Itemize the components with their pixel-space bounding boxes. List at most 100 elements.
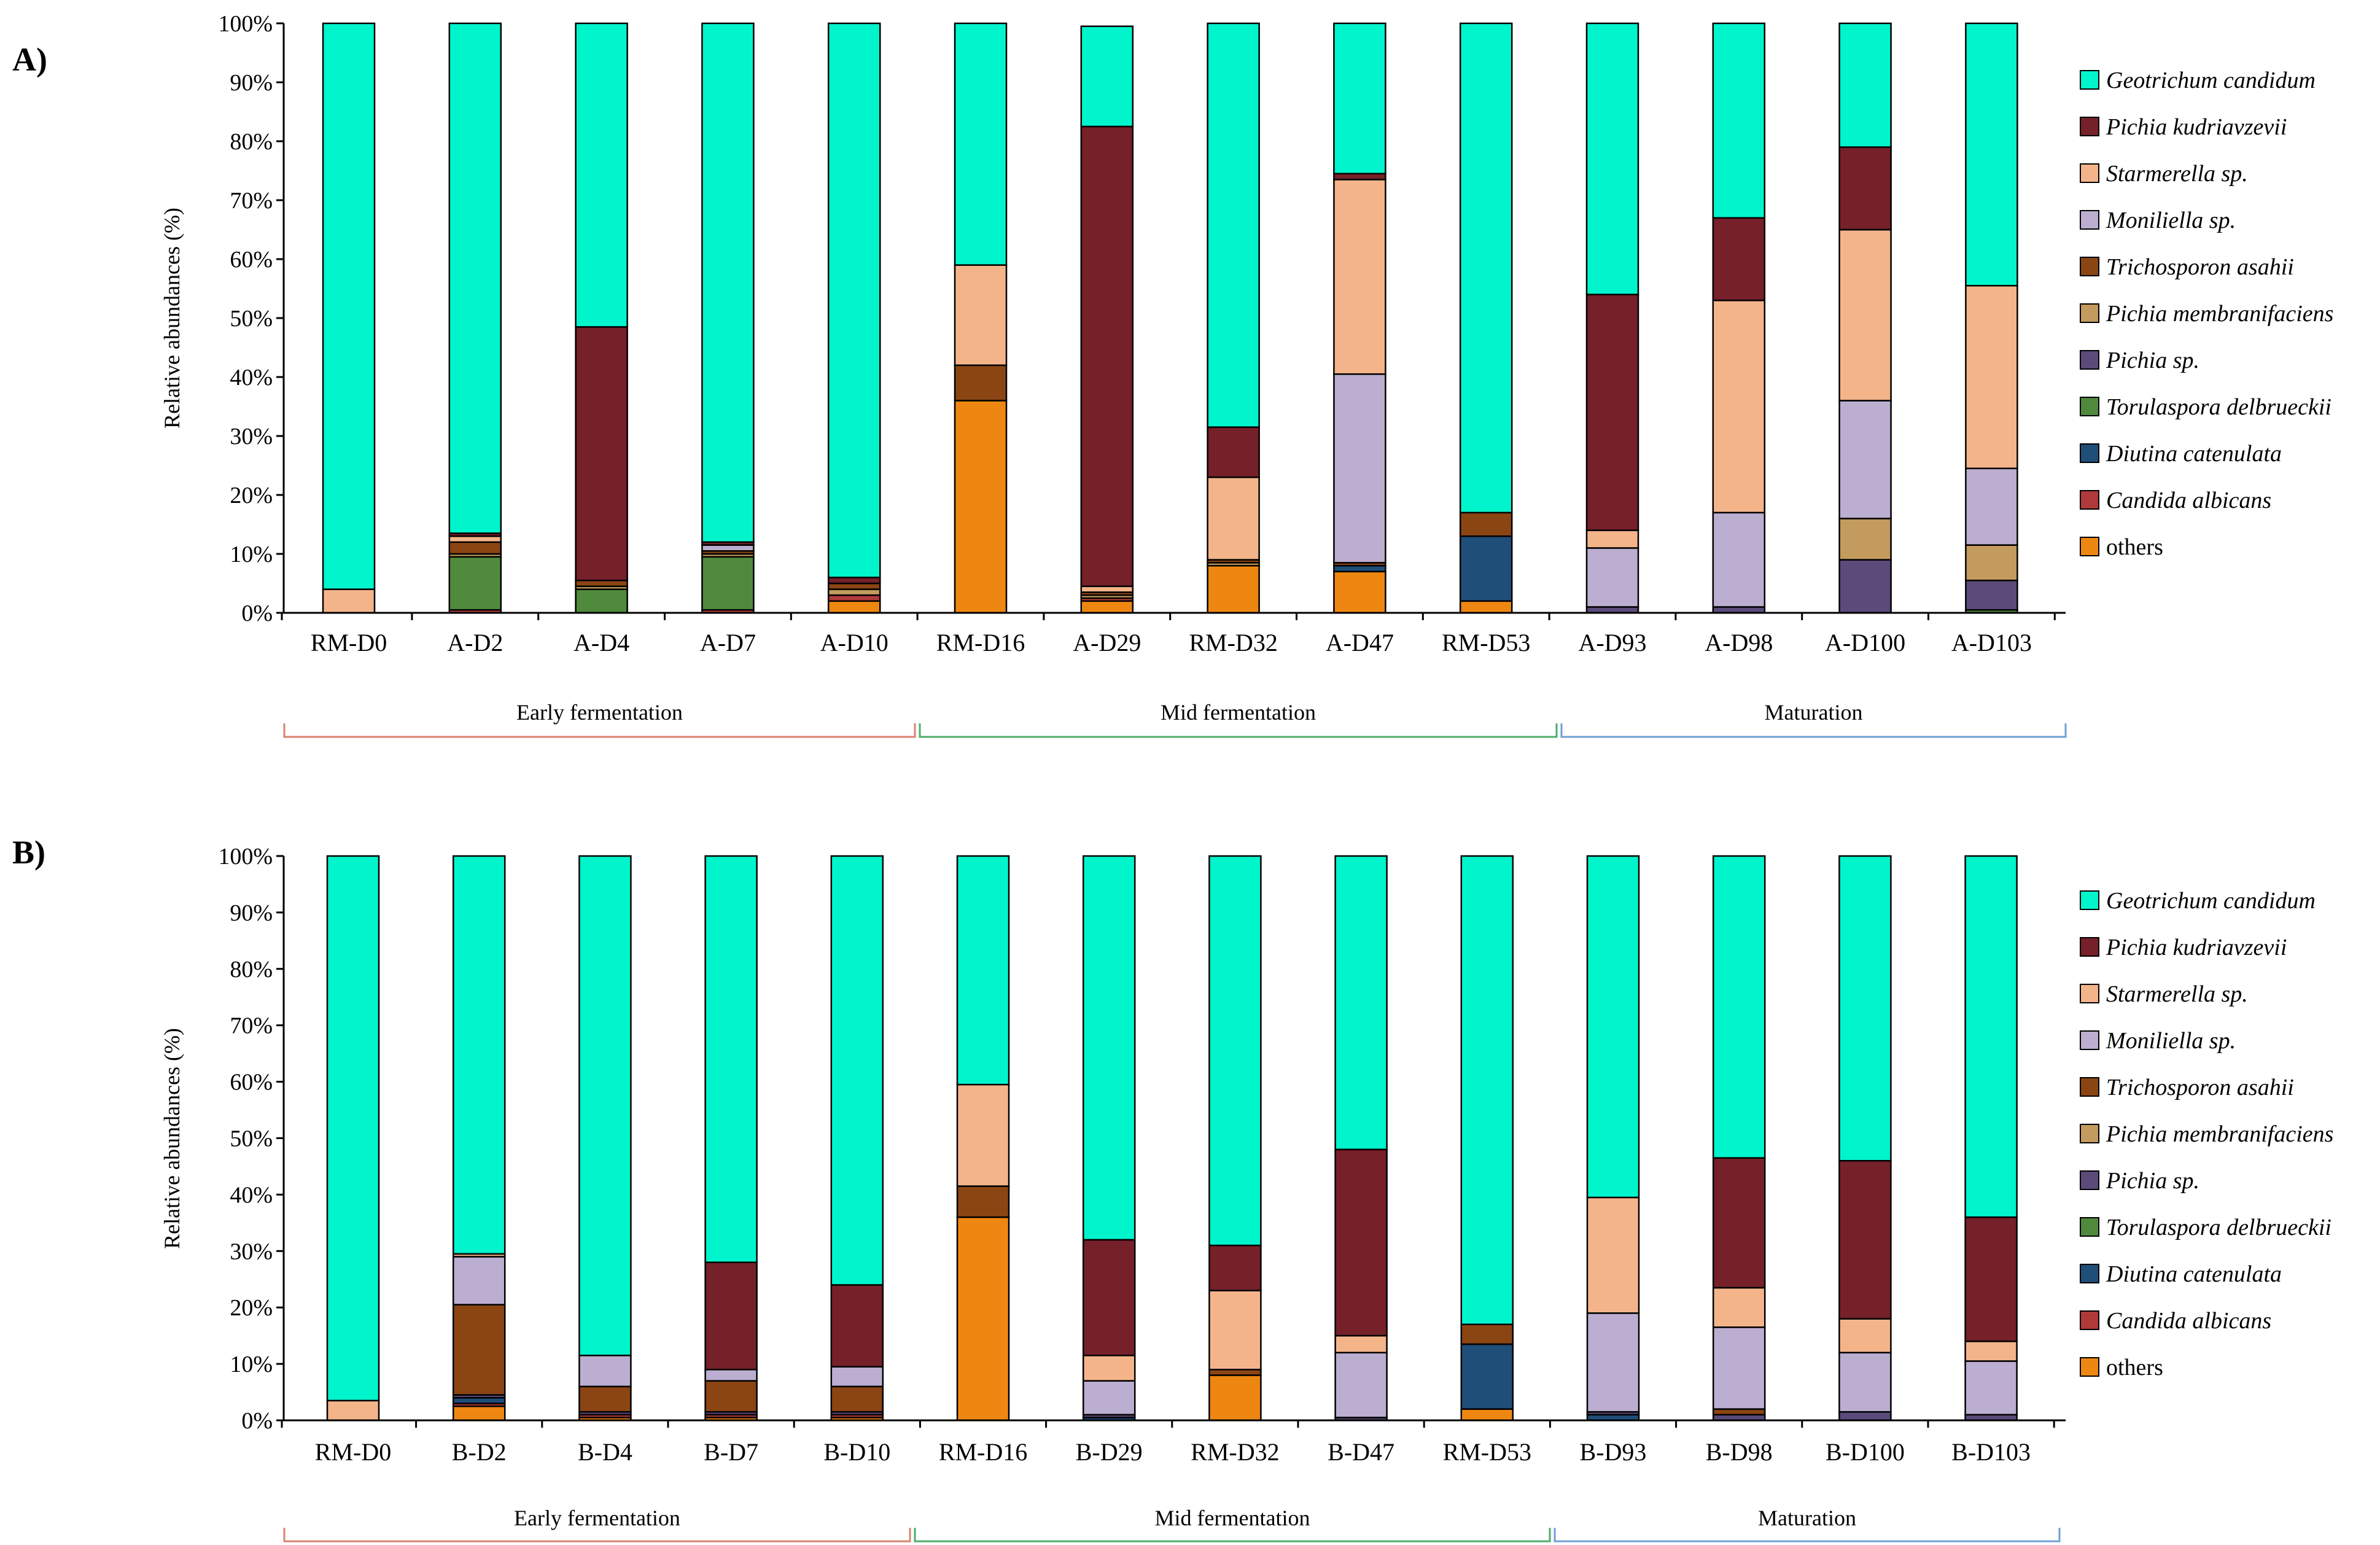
legend-label: Trichosporon asahii — [2106, 1075, 2294, 1100]
bar-segment-pichia-kudriavzevii — [830, 1284, 884, 1368]
bar-segment-pichia-kudriavzevii — [575, 326, 628, 582]
bar-segment-geotrichum-candidum — [701, 22, 755, 543]
bar-segment-geotrichum-candidum — [1460, 855, 1514, 1326]
legend-swatch — [2080, 1030, 2099, 1050]
bar-segment-geotrichum-candidum — [326, 855, 380, 1402]
x-tick-label: B-D10 — [823, 1438, 890, 1466]
bar-segment-trichosporon-asahii — [830, 1385, 884, 1413]
bar-segment-others — [1333, 570, 1386, 614]
bar-segment-moniliella-sp- — [1586, 1312, 1640, 1413]
legend-label: others — [2106, 1355, 2163, 1380]
bar-segment-others — [827, 600, 881, 614]
bar-segment-torulaspora-delbrueckii — [575, 588, 628, 614]
y-tick-label: 70% — [230, 1013, 273, 1039]
phase-label: Mid fermentation — [1155, 1506, 1310, 1530]
legend-label: Candida albicans — [2106, 1308, 2271, 1334]
legend-swatch — [2080, 1170, 2099, 1190]
legend-label: Pichia membranifaciens — [2106, 1121, 2333, 1147]
bar-segment-others — [956, 1216, 1010, 1422]
bar-segment-starmerella-sp- — [1838, 1318, 1892, 1353]
x-tick-label: A-D93 — [1578, 629, 1646, 656]
legend-label: Torulaspora delbrueckii — [2106, 394, 2331, 420]
bar-segment-geotrichum-candidum — [954, 22, 1008, 266]
legend-label: Moniliella sp. — [2106, 1028, 2236, 1054]
x-tick-label: RM-D32 — [1191, 1438, 1279, 1466]
legend-swatch — [2080, 1124, 2099, 1143]
phase-label: Early fermentation — [514, 1506, 680, 1530]
y-tick-label: 30% — [230, 424, 273, 449]
y-tick-label: 0% — [241, 1408, 273, 1434]
bar-segment-geotrichum-candidum — [1838, 855, 1892, 1162]
bar-segment-moniliella-sp- — [830, 1366, 884, 1388]
bar-segment-geotrichum-candidum — [1965, 22, 2018, 287]
bar-segment-moniliella-sp- — [701, 544, 755, 552]
bar-segment-starmerella-sp- — [956, 1083, 1010, 1187]
bar-segment-geotrichum-candidum — [704, 855, 758, 1263]
bar-segment-pichia-kudriavzevii — [704, 1261, 758, 1371]
bar-segment-moniliella-sp- — [1964, 1360, 2018, 1416]
bar-segment-starmerella-sp- — [1207, 476, 1260, 561]
legend-label: Geotrichum candidum — [2106, 68, 2316, 93]
bar-segment-moniliella-sp- — [1838, 1352, 1892, 1413]
legend-swatch — [2080, 937, 2099, 957]
bar-segment-geotrichum-candidum — [1333, 22, 1386, 175]
legend-label: Pichia sp. — [2106, 1168, 2199, 1194]
legend-label: Pichia kudriavzevii — [2106, 114, 2287, 140]
x-tick-label: RM-D0 — [315, 1438, 391, 1466]
bar-segment-moniliella-sp- — [1333, 373, 1386, 564]
bar-segment-others — [1080, 600, 1134, 614]
phase-bracket — [914, 1528, 1551, 1543]
bar-segment-pichia-sp- — [1965, 579, 2018, 611]
bar-segment-pichia-membranifaciens — [827, 588, 881, 596]
bar-segment-geotrichum-candidum — [1459, 22, 1513, 514]
bar-segment-trichosporon-asahii — [578, 1385, 632, 1413]
y-tick-label: 50% — [230, 306, 273, 332]
bar-segment-starmerella-sp- — [322, 588, 376, 614]
bar-segment-starmerella-sp- — [1965, 284, 2018, 470]
bar-segment-moniliella-sp- — [1712, 512, 1766, 608]
bar-segment-trichosporon-asahii — [452, 1304, 506, 1396]
x-tick-label: A-D29 — [1073, 629, 1141, 656]
bar-segment-pichia-membranifaciens — [1838, 518, 1892, 561]
x-tick-label: B-D4 — [578, 1438, 632, 1466]
bar-segment-pichia-sp- — [1838, 559, 1892, 614]
bar-segment-torulaspora-delbrueckii — [701, 556, 755, 611]
bar-segment-trichosporon-asahii — [1712, 1408, 1766, 1416]
bar-segment-geotrichum-candidum — [1712, 855, 1766, 1159]
bar-segment-moniliella-sp- — [1712, 1326, 1766, 1410]
legend-swatch — [2080, 1077, 2099, 1097]
bar-segment-diutina-catenulata — [1333, 564, 1386, 573]
bar-segment-moniliella-sp- — [1838, 400, 1892, 520]
x-tick-label: A-D2 — [447, 629, 503, 656]
bar-segment-geotrichum-candidum — [830, 855, 884, 1286]
bar-segment-geotrichum-candidum — [575, 22, 628, 328]
legend-swatch — [2080, 1357, 2099, 1377]
bar-segment-moniliella-sp- — [704, 1369, 758, 1382]
bar-segment-geotrichum-candidum — [1334, 855, 1388, 1151]
chart-panel-b: B) Relative abundances (%) 0% 10% 20% 30% 40% 5… — [12, 834, 2333, 1543]
y-tick-label: 20% — [230, 483, 273, 508]
bar-segment-moniliella-sp- — [578, 1355, 632, 1388]
phase-label: Early fermentation — [516, 700, 683, 725]
phase-bracket — [1554, 1528, 2061, 1543]
y-tick-label: 60% — [230, 247, 273, 273]
y-tick-label: 20% — [230, 1295, 273, 1321]
bar-segment-pichia-kudriavzevii — [1333, 173, 1386, 181]
bar-segment-pichia-kudriavzevii — [1712, 217, 1766, 302]
phase-bracket — [1560, 723, 2067, 738]
phase-label: Mid fermentation — [1161, 700, 1316, 725]
y-tick-label: 90% — [230, 70, 273, 96]
bar-segment-trichosporon-asahii — [956, 1185, 1010, 1218]
bar-segment-trichosporon-asahii — [1460, 1323, 1514, 1345]
bar-segment-others — [1459, 600, 1513, 614]
y-tick-label: 40% — [230, 1182, 273, 1208]
bar-segment-pichia-kudriavzevii — [1207, 426, 1260, 478]
bar-segment-moniliella-sp- — [1585, 547, 1639, 608]
bar-segment-geotrichum-candidum — [827, 22, 881, 578]
bar-segment-geotrichum-candidum — [956, 855, 1010, 1086]
bar-segment-geotrichum-candidum — [1586, 855, 1640, 1199]
bar-segment-pichia-kudriavzevii — [1838, 146, 1892, 231]
legend-swatch — [2080, 350, 2099, 370]
bar-segment-others — [1208, 1374, 1262, 1422]
